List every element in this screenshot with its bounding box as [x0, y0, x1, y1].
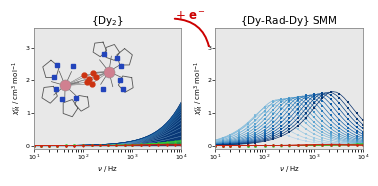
Text: $+$ e$^{-}$: $+$ e$^{-}$ — [175, 9, 206, 22]
X-axis label: $\nu$ / Hz: $\nu$ / Hz — [97, 164, 118, 174]
Y-axis label: $\chi_M''$ / cm$^3$ mol$^{-1}$: $\chi_M''$ / cm$^3$ mol$^{-1}$ — [11, 61, 25, 115]
X-axis label: $\nu$ / Hz: $\nu$ / Hz — [279, 164, 300, 174]
FancyArrowPatch shape — [175, 19, 209, 46]
Title: $\{$Dy-Rad-Dy$\}$ SMM: $\{$Dy-Rad-Dy$\}$ SMM — [240, 14, 338, 28]
Y-axis label: $\chi_M''$ / cm$^3$ mol$^{-1}$: $\chi_M''$ / cm$^3$ mol$^{-1}$ — [193, 61, 206, 115]
Title: $\{$Dy$_2\}$: $\{$Dy$_2\}$ — [91, 14, 124, 28]
